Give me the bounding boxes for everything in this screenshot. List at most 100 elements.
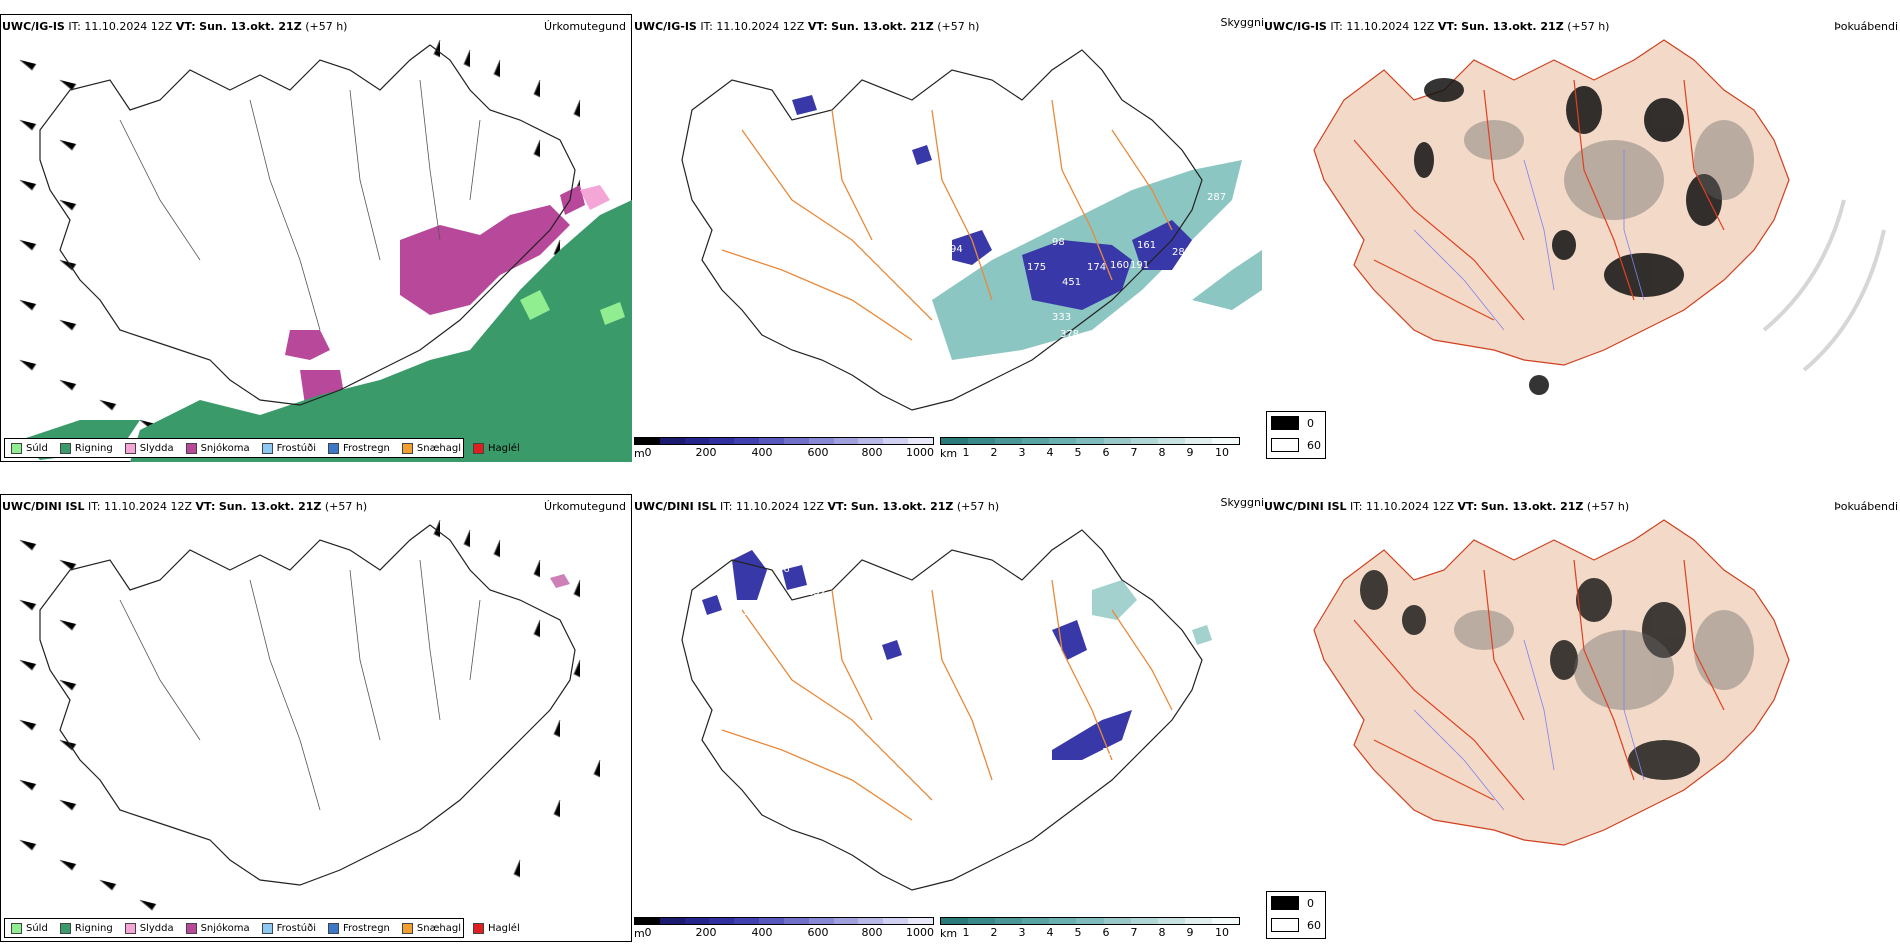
legend-swatch xyxy=(261,442,273,454)
legend-swatch xyxy=(11,922,22,934)
fog-shading xyxy=(1464,120,1754,220)
precip-legend: Súld Rigning Slydda Snjókoma Frostúði Fr… xyxy=(4,438,520,458)
iceland-coastline xyxy=(39,524,576,886)
rivers xyxy=(119,79,481,331)
legend-swatch xyxy=(401,442,413,454)
visibility-colorbar-cells xyxy=(940,917,1240,925)
visibility-unit: km xyxy=(940,927,958,940)
legend-swatch xyxy=(124,922,136,934)
visibility-panel-1: UWC/IG-IS IT: 11.10.2024 12Z VT: Sun. 13… xyxy=(632,0,1264,470)
ceiling-unit: m xyxy=(634,447,645,460)
ceiling-label: 38 xyxy=(1192,242,1205,253)
sleet-area xyxy=(580,185,610,210)
fog-panel-1: UWC/IG-IS IT: 11.10.2024 12Z VT: Sun. 13… xyxy=(1264,0,1900,470)
cloud-legend-row: 0 xyxy=(1271,896,1314,910)
rivers xyxy=(119,559,481,811)
ceiling-colorbar-cells xyxy=(634,437,934,445)
visibility-ticks: 1 2 3 4 5 6 7 8 9 10 xyxy=(962,446,1230,459)
iceland-map-precip xyxy=(19,519,601,911)
legend-item: Súld xyxy=(11,442,48,454)
fog-areas xyxy=(1360,570,1700,780)
ceiling-label: 15 xyxy=(942,147,955,158)
ceiling-unit: m xyxy=(634,927,645,940)
legend-item: Súld xyxy=(11,922,48,934)
cloud-legend-row: 60 xyxy=(1271,918,1321,932)
cloud-legend: 0 60 xyxy=(1266,411,1326,459)
ceiling-ticks: 0 200 400 600 800 1000 xyxy=(644,926,935,939)
iceland-map-fog xyxy=(1313,519,1790,846)
rivers xyxy=(1413,630,1645,811)
ceiling-label: 152 xyxy=(807,587,826,598)
fog-panel-2: UWC/DINI ISL IT: 11.10.2024 12Z VT: Sun.… xyxy=(1264,480,1900,950)
ceiling-label: 175 xyxy=(1027,262,1046,273)
rivers xyxy=(1413,150,1645,331)
panel-label-fog: Þokuábendi xyxy=(1834,500,1898,513)
ceiling-ticks: 0 200 400 600 800 1000 xyxy=(644,446,935,459)
legend-swatch xyxy=(11,442,22,454)
ceiling-label: 360 xyxy=(932,379,951,390)
legend-swatch xyxy=(59,442,71,454)
panel-title: UWC/IG-IS IT: 11.10.2024 12Z VT: Sun. 13… xyxy=(2,20,348,33)
panel-title: UWC/IG-IS IT: 11.10.2024 12Z VT: Sun. 13… xyxy=(634,20,980,33)
iceland-map-visibility: 140 15 94 175 451 174 160 191 161 98 289… xyxy=(681,49,1262,411)
ceiling-label: 122 xyxy=(742,607,761,618)
visibility-panel-2: UWC/DINI ISL IT: 11.10.2024 12Z VT: Sun.… xyxy=(632,480,1264,950)
legend-swatch xyxy=(185,442,197,454)
ceiling-label: 19 xyxy=(1177,267,1190,278)
ceiling-colorbar: m 0 200 400 600 800 1000 xyxy=(634,437,935,460)
low-ceiling-area xyxy=(702,550,1132,760)
legend-item: Frostúði xyxy=(261,922,316,934)
iceland-coastline xyxy=(681,49,1203,411)
legend-item: Slydda xyxy=(124,442,174,454)
ceiling-labels: 96 152 122 84 99 127 127 171 xyxy=(742,564,1121,781)
iceland-coastline xyxy=(39,44,576,406)
low-visibility-area xyxy=(1092,580,1212,645)
legend-swatch xyxy=(328,442,339,454)
panel-title: UWC/DINI ISL IT: 11.10.2024 12Z VT: Sun.… xyxy=(634,500,1000,513)
roads xyxy=(721,99,1173,341)
legend-item: Haglél xyxy=(473,442,520,454)
snow-area xyxy=(550,574,570,588)
legend-swatch xyxy=(59,922,71,934)
ceiling-label: 287 xyxy=(1207,192,1226,203)
legend-swatch xyxy=(185,922,197,934)
precip-legend: Súld Rigning Slydda Snjókoma Frostúði Fr… xyxy=(4,918,520,938)
ceiling-labels: 140 15 94 175 451 174 160 191 161 98 289… xyxy=(782,90,1226,390)
ceiling-label: 98 xyxy=(1052,237,1065,248)
panel-label-fog: Þokuábendi xyxy=(1834,20,1898,33)
iceland-map-fog xyxy=(1313,39,1886,395)
iceland-coastline xyxy=(681,529,1203,891)
cloud-swatch xyxy=(1271,896,1299,910)
visibility-unit: km xyxy=(940,447,958,460)
offshore-fog xyxy=(1762,199,1886,372)
ceiling-label: 161 xyxy=(1137,240,1156,251)
roads xyxy=(1353,559,1725,801)
ceiling-colorbar: m 0 200 400 600 800 1000 xyxy=(634,917,935,940)
ceiling-label: 99 xyxy=(1042,642,1055,653)
rain-area xyxy=(20,200,632,462)
visibility-ticks: 1 2 3 4 5 6 7 8 9 10 xyxy=(962,926,1230,939)
map-frame xyxy=(0,494,632,942)
legend-swatch xyxy=(124,442,136,454)
visibility-colorbar-cells xyxy=(940,437,1240,445)
ceiling-label: 84 xyxy=(770,622,783,633)
panel-label-visibility: Skyggni xyxy=(1220,16,1264,29)
visibility-colorbar: km 1 2 3 4 5 6 7 8 9 10 xyxy=(940,917,1240,940)
cloud-legend: 0 60 xyxy=(1266,891,1326,939)
ceiling-label: 127 xyxy=(1102,747,1121,758)
legend-swatch xyxy=(328,922,339,934)
snow-area xyxy=(285,185,585,405)
roads xyxy=(721,579,1173,821)
ceiling-label: 196 xyxy=(1207,222,1226,233)
cloud-swatch xyxy=(1271,918,1299,932)
ceiling-label: 160 xyxy=(1110,260,1129,271)
ceiling-label: 378 xyxy=(1060,329,1079,340)
panel-title: UWC/DINI ISL IT: 11.10.2024 12Z VT: Sun.… xyxy=(2,500,368,513)
legend-item: Slydda xyxy=(124,922,174,934)
iceland-map-visibility: 96 152 122 84 99 127 127 171 xyxy=(681,529,1212,891)
low-ceiling-area xyxy=(792,95,1192,310)
ceiling-label: 140 xyxy=(782,90,801,101)
ceiling-label: 174 xyxy=(1087,262,1106,273)
cloud-swatch xyxy=(1271,416,1299,430)
visibility-colorbar: km 1 2 3 4 5 6 7 8 9 10 xyxy=(940,437,1240,460)
